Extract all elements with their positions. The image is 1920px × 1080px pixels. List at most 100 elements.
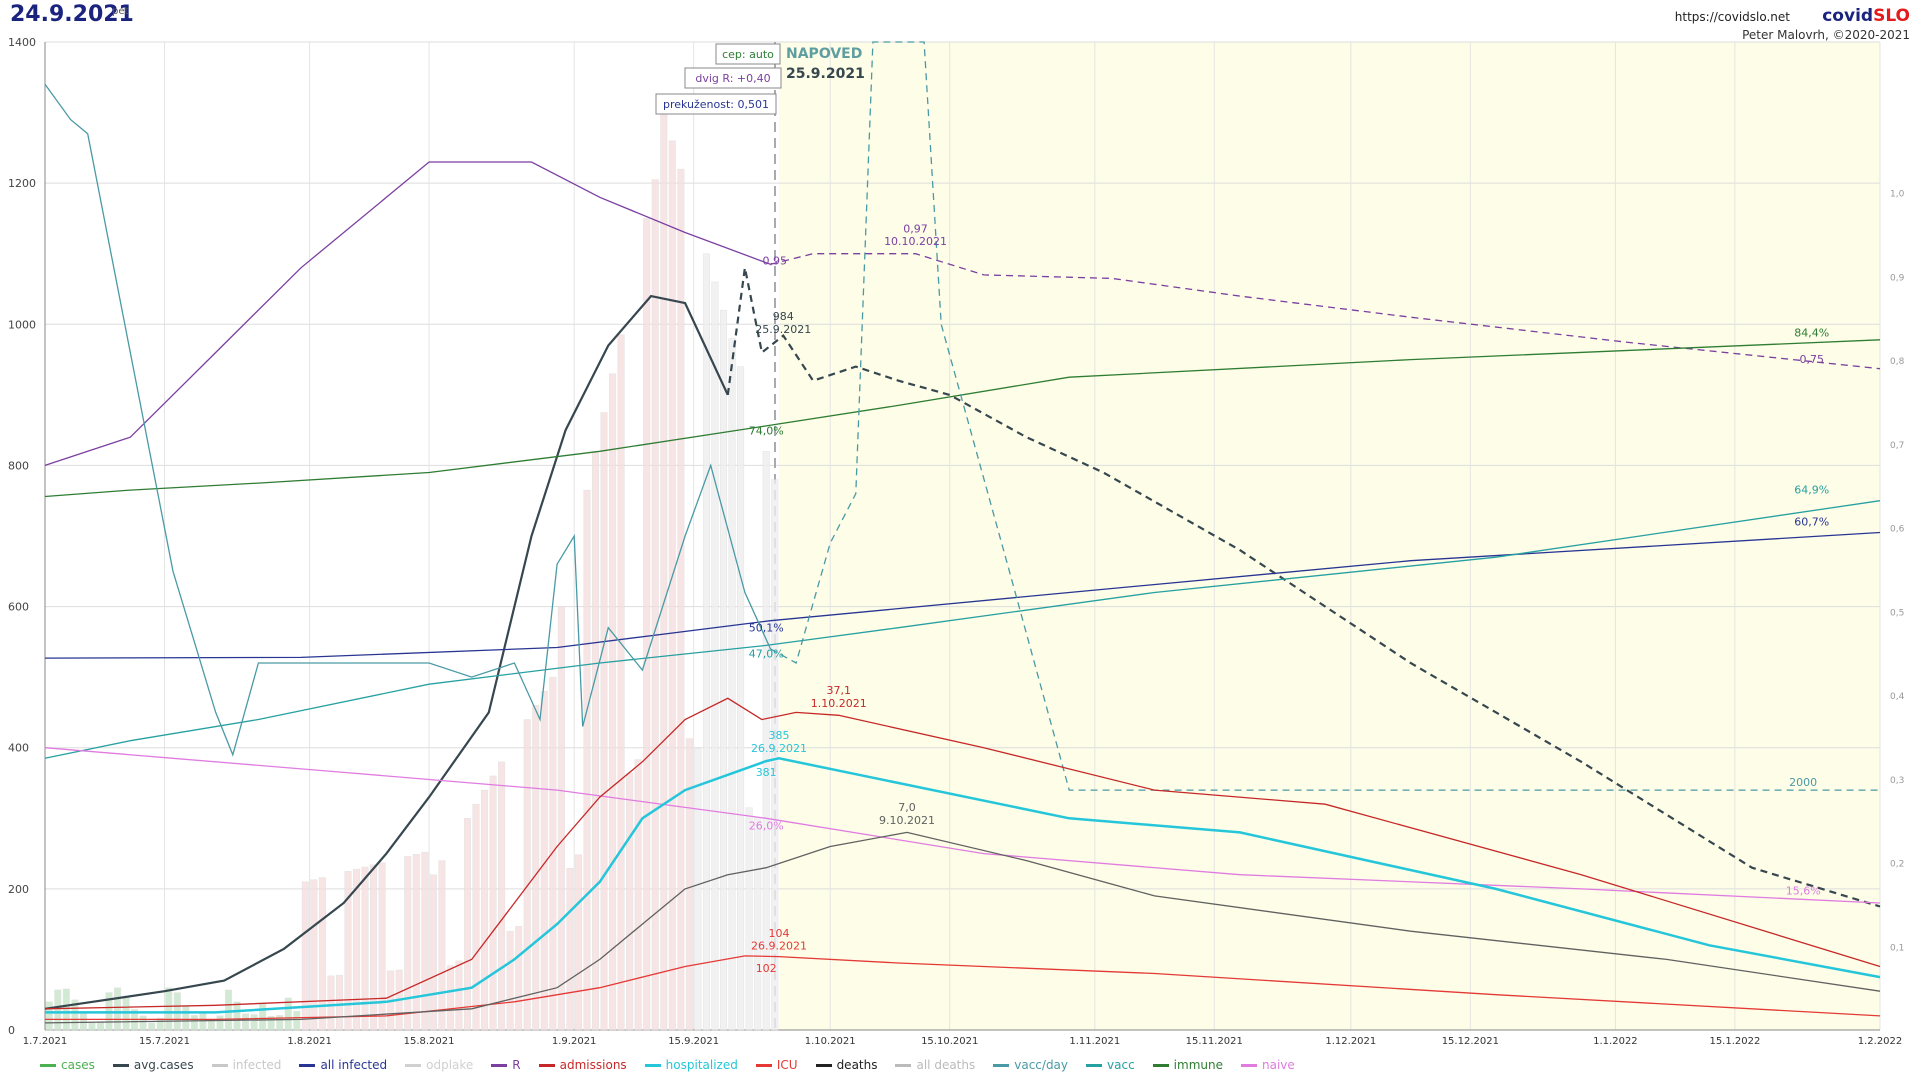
case-bar	[506, 930, 514, 1031]
annotation-naive: 26,0%	[749, 820, 784, 833]
case-bar	[515, 926, 523, 1031]
case-bar	[421, 851, 429, 1031]
annotation-vacc_day: 2000	[1789, 776, 1817, 789]
x-tick-label: 1.9.2021	[552, 1036, 597, 1047]
control-prekuzenost-box	[655, 93, 777, 115]
legend-swatch	[993, 1063, 1010, 1067]
legend-item[interactable]: hospitalized	[644, 1055, 738, 1075]
series-line-R_fc	[770, 253, 1881, 370]
y-tick-label: 1000	[8, 318, 36, 331]
case-bar	[557, 606, 565, 1031]
case-bar	[532, 705, 540, 1031]
case-bar	[463, 818, 471, 1031]
case-bar	[446, 965, 454, 1031]
case-bar	[335, 974, 343, 1031]
annotation-avg_cases: 25.9.2021	[755, 323, 811, 336]
case-bar	[233, 1001, 241, 1031]
case-bar	[583, 489, 591, 1031]
legend-swatch	[211, 1063, 228, 1067]
report-date: 24.9.2021	[10, 2, 134, 27]
case-bar	[540, 691, 548, 1031]
brand-logo: covidSLO	[1822, 6, 1910, 26]
annotation-all_infected: 60,7%	[1794, 515, 1829, 528]
legend-item[interactable]: naive	[1240, 1055, 1295, 1075]
forecast-date: 25.9.2021	[786, 66, 865, 82]
case-bar	[472, 803, 480, 1031]
y2-tick-label: 0,1	[1890, 943, 1904, 953]
case-bar	[250, 1014, 258, 1031]
case-bar	[609, 373, 617, 1031]
site-url[interactable]: https://covidslo.net	[1674, 10, 1790, 24]
case-bar	[737, 366, 745, 1031]
annotation-icu: 104	[769, 927, 790, 940]
legend-item[interactable]: deaths	[815, 1055, 877, 1075]
case-bar	[660, 112, 668, 1031]
case-bar	[182, 1005, 190, 1031]
series-line-immune	[44, 339, 1881, 498]
case-bar	[259, 1003, 267, 1031]
x-tick-label: 1.7.2021	[23, 1036, 68, 1047]
x-tick-label: 1.12.2021	[1325, 1036, 1376, 1047]
annotation-R: 0,97	[903, 223, 928, 236]
series-line-naive	[44, 747, 1881, 904]
legend-item[interactable]: vacc/day	[993, 1055, 1068, 1075]
case-bar	[284, 997, 292, 1031]
case-bar	[634, 759, 642, 1031]
x-tick-label: 1.1.2022	[1593, 1036, 1638, 1047]
annotation-hospitalized: 381	[756, 766, 777, 779]
x-tick-label: 1.11.2021	[1069, 1036, 1120, 1047]
control-prekuzenost: prekuženost: 0,501	[663, 98, 769, 111]
legend-item[interactable]: odplake	[405, 1055, 473, 1075]
y2-tick-label: 0,5	[1890, 608, 1904, 618]
case-bar	[88, 1022, 96, 1031]
case-bar	[549, 676, 557, 1031]
legend-swatch	[112, 1063, 129, 1067]
legend-swatch	[491, 1063, 508, 1067]
case-bar	[353, 868, 361, 1031]
case-bar	[685, 738, 693, 1031]
legend-swatch	[299, 1063, 316, 1067]
annotation-all_infected: 50,1%	[749, 621, 784, 634]
case-bar	[79, 1012, 87, 1031]
legend-swatch	[1152, 1063, 1169, 1067]
legend-label: hospitalized	[665, 1058, 738, 1072]
legend-item[interactable]: all infected	[299, 1055, 387, 1075]
case-bar	[429, 874, 437, 1031]
y2-tick-label: 0,9	[1890, 273, 1905, 283]
case-bar	[574, 854, 582, 1031]
brand-part-b: SLO	[1873, 6, 1910, 26]
case-bar	[216, 1015, 224, 1031]
x-tick-label: 1.8.2021	[287, 1036, 332, 1047]
legend-item[interactable]: ICU	[755, 1055, 798, 1075]
legend-item[interactable]: admissions	[538, 1055, 627, 1075]
case-bar	[566, 867, 574, 1031]
case-bar	[617, 334, 625, 1031]
annotation-immune: 74,0%	[749, 424, 784, 437]
legend-item[interactable]: immune	[1152, 1055, 1223, 1075]
legend-item[interactable]: R	[491, 1055, 521, 1075]
y-tick-label: 600	[8, 601, 29, 614]
control-dvig-r: dvig R: +0,40	[695, 72, 770, 85]
forecast-title: NAPOVED	[786, 46, 862, 62]
legend-item[interactable]: avg.cases	[112, 1055, 194, 1075]
series-line-deaths	[44, 831, 1881, 1024]
legend-item[interactable]: all deaths	[895, 1055, 975, 1075]
case-bar	[276, 1015, 284, 1031]
case-bar	[327, 975, 335, 1031]
case-bar	[54, 989, 62, 1031]
case-bar	[745, 807, 753, 1031]
case-bar	[412, 854, 420, 1031]
case-bar	[455, 960, 463, 1031]
x-tick-label: 15.11.2021	[1186, 1036, 1243, 1047]
case-bar	[702, 253, 710, 1031]
legend-label: vacc/day	[1014, 1058, 1069, 1072]
legend-item[interactable]: vacc	[1086, 1055, 1135, 1075]
legend-item[interactable]: infected	[211, 1055, 281, 1075]
case-bar	[148, 1022, 156, 1031]
case-bar	[361, 866, 369, 1031]
case-bar	[626, 772, 634, 1031]
legend-label: all infected	[320, 1058, 388, 1072]
case-bar	[489, 775, 497, 1031]
legend-item[interactable]: cases	[40, 1055, 95, 1075]
author-credit: Peter Malovrh, ©2020-2021	[1742, 28, 1910, 42]
